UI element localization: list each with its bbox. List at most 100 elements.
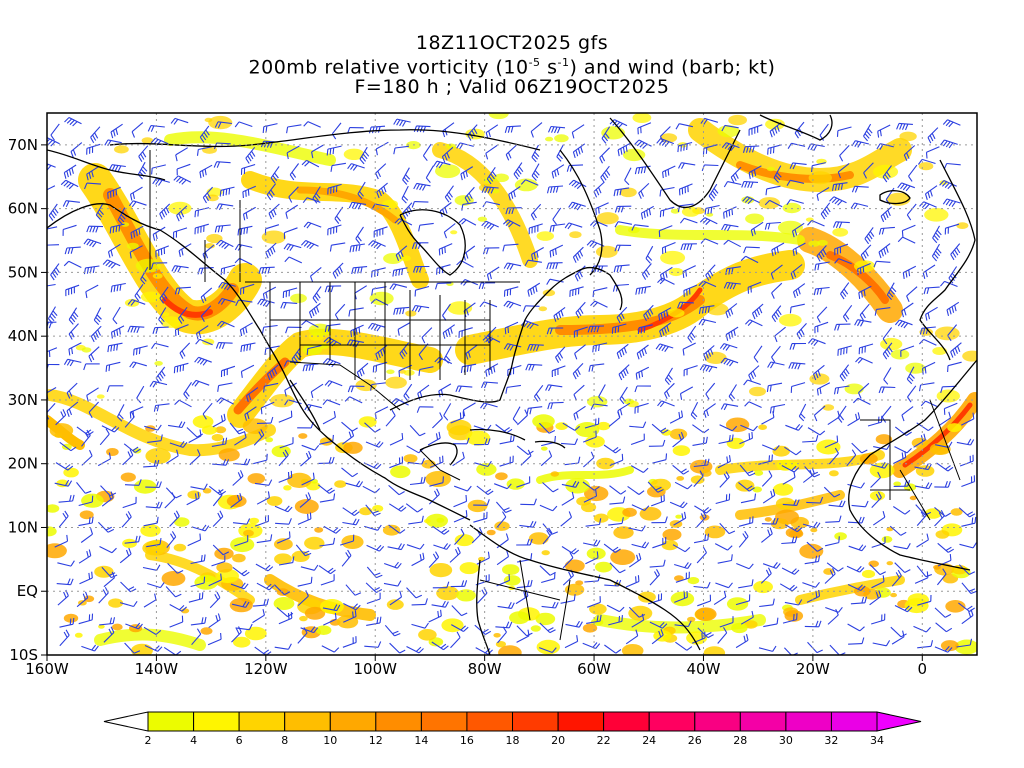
wind-barb bbox=[740, 610, 754, 625]
wind-barb bbox=[47, 347, 58, 359]
wind-barb bbox=[738, 579, 754, 589]
wind-barb bbox=[384, 561, 402, 569]
vorticity-speck bbox=[215, 426, 227, 434]
wind-barb bbox=[365, 441, 384, 448]
wind-barb bbox=[674, 562, 692, 570]
wind-barb bbox=[825, 515, 842, 523]
wind-barb bbox=[101, 491, 114, 507]
lat-label: 30N bbox=[8, 391, 38, 409]
wind-barb bbox=[66, 382, 78, 399]
wind-barb bbox=[300, 239, 319, 250]
wind-barb bbox=[552, 207, 562, 225]
wind-barb bbox=[850, 202, 869, 210]
wind-barb bbox=[625, 629, 639, 645]
wind-barb bbox=[814, 321, 829, 334]
vorticity-speck bbox=[638, 591, 656, 603]
wind-barb bbox=[891, 630, 905, 645]
wind-barb bbox=[687, 325, 697, 343]
wind-barb bbox=[274, 643, 292, 650]
wind-barb bbox=[872, 640, 891, 647]
wind-barb bbox=[725, 266, 741, 275]
wind-barb bbox=[814, 261, 830, 271]
wind-barb bbox=[276, 531, 291, 544]
wind-barb bbox=[788, 362, 806, 370]
wind-barb bbox=[503, 343, 522, 351]
wind-barb bbox=[652, 537, 667, 549]
wind-barb bbox=[200, 305, 212, 322]
wind-barb bbox=[169, 440, 188, 448]
coastline-greenland-east bbox=[759, 114, 833, 141]
wind-barb bbox=[950, 243, 961, 261]
wind-barb bbox=[565, 620, 583, 628]
wind-barb bbox=[202, 402, 213, 420]
wind-barb bbox=[76, 426, 94, 436]
vorticity-speck bbox=[216, 562, 233, 573]
wind-barb bbox=[652, 453, 668, 464]
border-south-america bbox=[479, 559, 571, 641]
vorticity-speck bbox=[650, 478, 671, 492]
vorticity-speck bbox=[699, 514, 710, 521]
vorticity-speck bbox=[79, 510, 94, 520]
wind-barb bbox=[934, 441, 953, 448]
wind-barb bbox=[682, 342, 696, 356]
lat-label: 60N bbox=[8, 200, 38, 218]
vorticity-speck bbox=[160, 316, 182, 328]
wind-barb bbox=[345, 584, 362, 596]
wind-barb bbox=[771, 305, 782, 323]
wind-barb bbox=[311, 144, 324, 159]
wind-barb bbox=[68, 342, 82, 356]
wind-barb bbox=[351, 266, 368, 275]
wind-barb bbox=[173, 362, 189, 374]
wind-barb bbox=[322, 604, 341, 612]
vorticity-speck bbox=[753, 580, 773, 594]
wind-barb bbox=[341, 421, 358, 432]
wind-barb bbox=[303, 121, 321, 128]
wind-barb bbox=[739, 431, 753, 445]
vorticity-speck bbox=[47, 526, 57, 537]
wind-barb bbox=[705, 382, 716, 400]
vorticity-speck bbox=[789, 529, 804, 539]
wind-barb bbox=[638, 182, 650, 199]
vorticity-speck bbox=[810, 527, 818, 533]
vorticity-speck bbox=[945, 600, 966, 613]
wind-barb bbox=[323, 525, 341, 534]
wind-barb bbox=[900, 345, 915, 357]
wind-barb bbox=[725, 303, 738, 319]
wind-barb bbox=[211, 437, 228, 447]
wind-barb bbox=[475, 647, 493, 655]
wind-barb bbox=[647, 593, 663, 605]
wind-barb bbox=[719, 343, 738, 351]
wind-barb bbox=[81, 644, 99, 652]
wind-barb bbox=[214, 224, 231, 233]
wind-barb bbox=[699, 217, 718, 226]
wind-barb bbox=[651, 494, 665, 507]
wind-barb bbox=[486, 166, 497, 185]
vorticity-speck bbox=[662, 528, 682, 541]
wind-barb bbox=[719, 616, 734, 628]
wind-barb bbox=[86, 225, 104, 233]
wind-barb bbox=[691, 631, 706, 644]
wind-barb bbox=[366, 592, 381, 605]
wind-barb bbox=[649, 621, 668, 629]
wind-barb bbox=[916, 565, 932, 578]
wind-barb bbox=[672, 544, 691, 553]
wind-barb bbox=[416, 406, 434, 413]
vorticity-speck bbox=[924, 508, 942, 519]
wind-barb bbox=[869, 564, 886, 576]
wind-barb bbox=[516, 629, 530, 643]
vorticity-speck bbox=[929, 443, 949, 455]
wind-barb bbox=[944, 223, 960, 235]
vorticity-speck bbox=[304, 606, 326, 620]
wind-barb bbox=[784, 599, 803, 606]
wind-barb bbox=[391, 398, 409, 406]
wind-barb bbox=[934, 481, 951, 488]
wind-barb bbox=[375, 163, 387, 180]
lat-label: 40N bbox=[8, 327, 38, 345]
vorticity-blobs bbox=[47, 113, 977, 655]
wind-barb bbox=[343, 603, 361, 611]
wind-barb bbox=[159, 286, 169, 304]
wind-barb bbox=[169, 604, 187, 612]
wind-barb bbox=[806, 541, 824, 552]
wind-barb bbox=[406, 543, 425, 550]
vorticity-speck bbox=[202, 488, 212, 494]
